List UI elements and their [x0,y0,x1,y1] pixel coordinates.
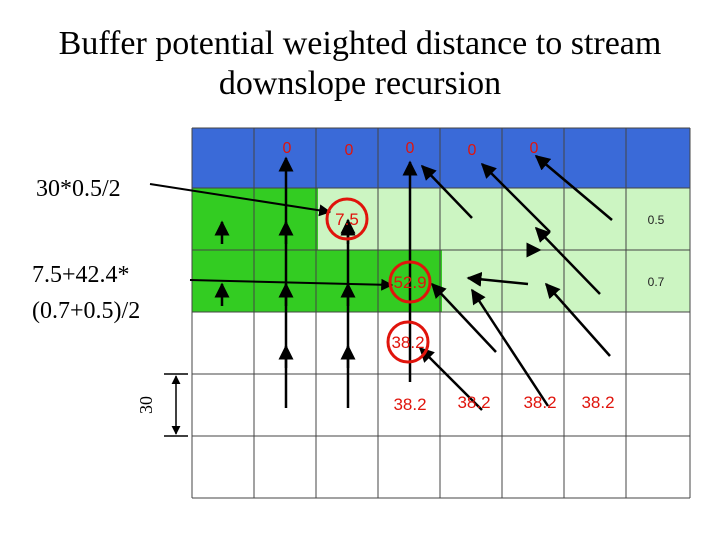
weight-row-1: 0.5 [648,213,665,227]
stream-value-3: 0 [406,140,415,157]
highlight-circle [386,320,430,364]
computed-cell-2: 52.9 [388,260,432,304]
row-4-value-1: 38.2 [393,395,426,414]
computed-cell-1: 7.5 [325,197,369,241]
outer-rows [192,312,690,498]
light-green-cells-row-1 [318,188,690,250]
pointer-line-2 [189,278,394,291]
highlight-circle [388,260,432,304]
row-4-value-4: 38.2 [581,393,614,412]
pointer-line-1 [149,183,332,217]
stream-value-2: 0 [345,142,354,159]
pointer-lines [149,183,394,291]
diagonal-arrow [545,282,611,357]
stream-row [192,128,690,188]
stream-value-1: 0 [283,140,292,157]
row-4-value-3: 38.2 [523,393,556,412]
formula-note-2-line-2: (0.7+0.5)/2 [32,298,141,324]
row-4-value-2: 38.2 [457,393,490,412]
computed-cell-3: 38.2 [386,320,430,364]
cell-size-dimension [164,373,188,437]
diagonal-arrow [420,164,473,219]
diagonal-arrow [418,346,483,411]
weight-row-2: 0.7 [648,275,665,289]
computed-value-row-2: 52.9 [393,273,426,292]
diagonal-arrow [470,288,550,407]
stream-value-5: 0 [530,140,539,157]
diagonal-arrow [534,155,613,221]
stream-value-4: 0 [468,142,477,159]
diagonal-arrow [480,162,551,233]
highlight-circle [325,197,369,241]
grid-lines [191,127,691,499]
slide-title-line-1: Buffer potential weighted distance to st… [58,25,662,62]
formula-note-2-line-1: 7.5+42.4* [32,262,130,288]
diagonal-arrows [418,155,613,411]
diagonal-arrow [430,282,497,353]
formula-note-1: 30*0.5/2 [36,176,121,202]
slide-title-line-2: downslope recursion [218,65,502,102]
cell-size-label: 30 [136,396,156,414]
computed-value-row-3: 38.2 [391,333,424,352]
diagonal-arrow [466,271,529,287]
computed-value-row-1: 7.5 [335,210,359,229]
diagonal-arrow [534,226,601,295]
